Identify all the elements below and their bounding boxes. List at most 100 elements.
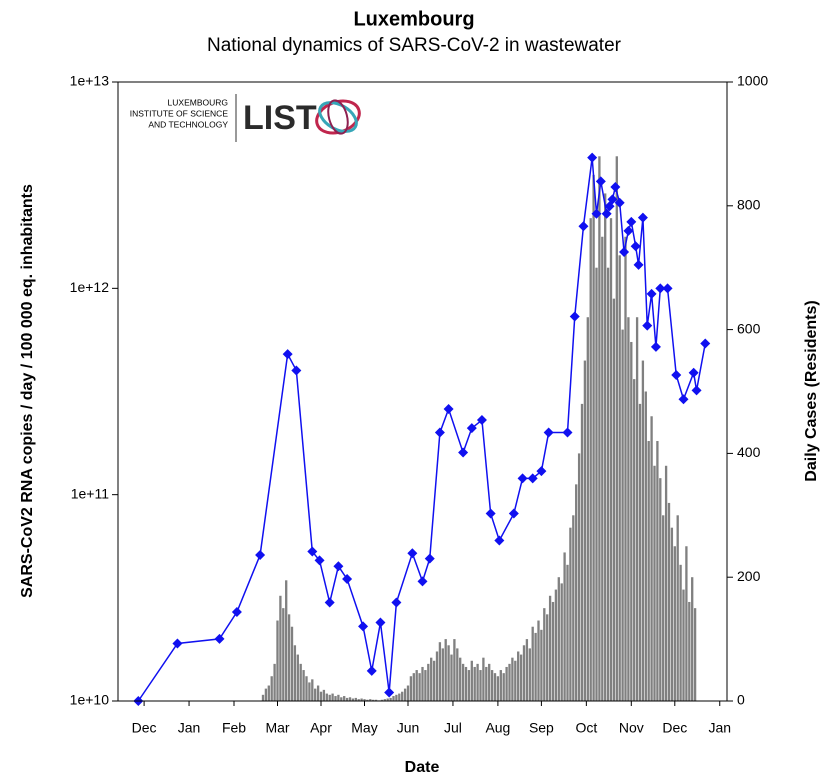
bar bbox=[311, 679, 314, 701]
bar bbox=[287, 614, 291, 701]
plot-frame bbox=[117, 81, 728, 702]
bar bbox=[343, 696, 346, 701]
y-tick-label: 1e+12 bbox=[70, 279, 110, 295]
bar bbox=[531, 626, 534, 701]
y-tick-label: 1e+10 bbox=[70, 692, 110, 708]
marker bbox=[391, 597, 402, 608]
bar bbox=[519, 654, 523, 701]
bar bbox=[322, 689, 326, 701]
y2-tick-label: 1000 bbox=[737, 73, 768, 89]
bar bbox=[395, 694, 398, 701]
bar bbox=[517, 651, 520, 701]
bar bbox=[534, 632, 537, 701]
bar bbox=[551, 601, 555, 701]
marker bbox=[282, 349, 293, 360]
bar bbox=[464, 666, 468, 701]
x-axis-label: Date bbox=[405, 759, 440, 776]
bar bbox=[270, 676, 273, 701]
bar bbox=[554, 589, 558, 701]
bar bbox=[316, 685, 320, 701]
bar bbox=[577, 453, 581, 701]
bar bbox=[450, 654, 453, 701]
bar bbox=[630, 341, 633, 701]
line-series bbox=[133, 152, 711, 706]
bar bbox=[635, 317, 639, 701]
x-tick-label: Feb bbox=[222, 720, 246, 736]
bar bbox=[624, 236, 627, 701]
y2-tick-label: 800 bbox=[737, 197, 761, 213]
bar bbox=[563, 552, 566, 701]
logo-text: AND TECHNOLOGY bbox=[148, 119, 228, 129]
bar bbox=[572, 515, 575, 701]
x-tick-label: Sep bbox=[529, 720, 554, 736]
marker bbox=[595, 176, 606, 187]
marker bbox=[527, 473, 538, 484]
marker bbox=[443, 404, 454, 415]
chart-subtitle: National dynamics of SARS-CoV-2 in waste… bbox=[207, 35, 622, 56]
bar bbox=[566, 564, 569, 701]
bar bbox=[403, 688, 407, 701]
bar bbox=[667, 502, 671, 701]
bar bbox=[633, 379, 636, 701]
bar bbox=[319, 691, 323, 701]
bar bbox=[453, 639, 456, 701]
bar bbox=[673, 546, 676, 701]
bar bbox=[676, 515, 679, 701]
bar bbox=[575, 484, 578, 701]
bar bbox=[682, 589, 685, 701]
bar bbox=[511, 657, 514, 701]
chart-title: Luxembourg bbox=[353, 8, 474, 30]
x-tick-label: Jan bbox=[708, 720, 731, 736]
bar bbox=[482, 657, 485, 701]
bar bbox=[314, 688, 317, 701]
marker bbox=[688, 367, 699, 378]
bar bbox=[293, 645, 297, 701]
bar bbox=[380, 699, 384, 701]
bar bbox=[261, 694, 265, 701]
marker bbox=[407, 548, 418, 559]
bar bbox=[543, 608, 546, 701]
x-tick-label: Dec bbox=[662, 720, 687, 736]
bar bbox=[473, 666, 476, 701]
marker bbox=[508, 508, 519, 519]
bar bbox=[398, 693, 401, 701]
marker bbox=[610, 181, 621, 192]
bar bbox=[641, 360, 645, 701]
bar bbox=[647, 441, 650, 701]
marker bbox=[417, 576, 428, 587]
x-tick-label: May bbox=[351, 720, 377, 736]
bar bbox=[693, 608, 697, 701]
logo-mark: LIST bbox=[243, 99, 317, 137]
bar bbox=[586, 317, 589, 701]
marker bbox=[633, 259, 644, 270]
bar bbox=[679, 564, 682, 701]
x-tick-label: Aug bbox=[485, 720, 510, 736]
bar bbox=[685, 546, 688, 701]
bar bbox=[595, 267, 598, 701]
bar bbox=[418, 673, 421, 701]
bar bbox=[461, 663, 465, 701]
bar bbox=[621, 329, 624, 701]
bar bbox=[299, 663, 302, 701]
x-tick-label: Nov bbox=[619, 720, 644, 736]
marker bbox=[375, 617, 386, 628]
bar bbox=[650, 416, 653, 701]
marker bbox=[662, 283, 673, 294]
bar bbox=[447, 645, 450, 701]
bar bbox=[348, 697, 352, 701]
marker bbox=[476, 415, 487, 426]
bar bbox=[459, 657, 462, 701]
bar bbox=[598, 156, 601, 701]
bar bbox=[456, 648, 459, 701]
bar bbox=[357, 699, 360, 701]
bar bbox=[392, 696, 395, 701]
marker bbox=[291, 365, 302, 376]
bar bbox=[508, 663, 511, 701]
bar bbox=[589, 218, 592, 701]
bar bbox=[604, 193, 607, 702]
bar bbox=[372, 699, 375, 701]
bar bbox=[363, 699, 366, 701]
marker bbox=[646, 288, 657, 299]
logo-ring bbox=[327, 99, 349, 135]
marker bbox=[614, 197, 625, 208]
